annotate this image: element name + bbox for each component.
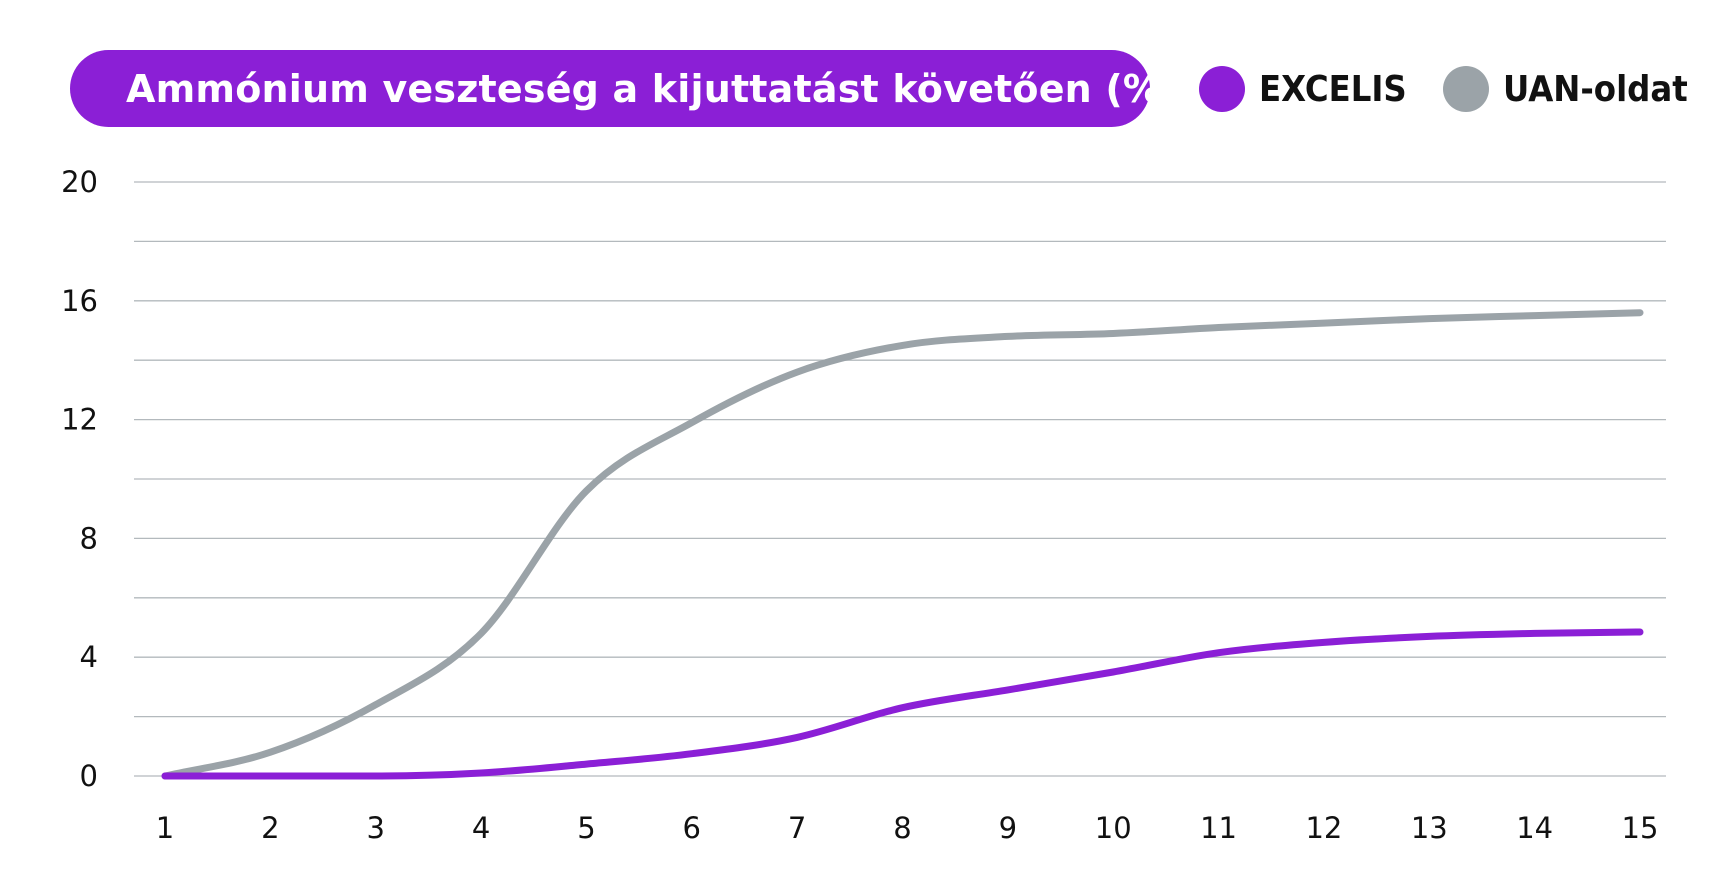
legend-item-excelis: EXCELIS: [1199, 62, 1407, 116]
legend-swatch-uan-oldat: [1443, 66, 1489, 112]
x-tick-label: 8: [893, 811, 911, 845]
series-line-excelis: [161, 628, 1644, 780]
chart-title: Ammónium veszteség a kijuttatást követőe…: [126, 66, 1179, 111]
grid-lines: [134, 181, 1666, 777]
x-tick-label: 5: [577, 811, 595, 845]
x-tick-label: 9: [999, 811, 1017, 845]
x-tick-label: 15: [1622, 811, 1659, 845]
series-line-uan-oldat: [161, 309, 1644, 780]
x-tick-label: 7: [788, 811, 806, 845]
x-tick-label: 13: [1411, 811, 1448, 845]
y-tick-label: 20: [61, 165, 98, 199]
x-tick-label: 3: [366, 811, 384, 845]
x-tick-label: 4: [472, 811, 490, 845]
x-tick-label: 10: [1095, 811, 1132, 845]
legend-label-excelis: EXCELIS: [1259, 68, 1407, 110]
series-lines: [161, 309, 1644, 780]
y-tick-label: 4: [80, 640, 98, 674]
y-tick-label: 16: [61, 284, 98, 318]
legend-item-uan-oldat: UAN-oldat: [1443, 62, 1688, 116]
x-axis-tick-labels: 1 2 3 4 5 6 7 8 9 10 11 12 13 14 15: [156, 811, 1659, 845]
x-tick-label: 1: [156, 811, 174, 845]
y-axis-tick-labels: 0 4 8 12 16 20: [61, 165, 98, 793]
x-tick-label: 12: [1305, 811, 1342, 845]
y-tick-label: 12: [61, 403, 98, 437]
x-tick-label: 11: [1200, 811, 1237, 845]
x-tick-label: 2: [261, 811, 279, 845]
x-tick-label: 14: [1516, 811, 1553, 845]
legend-swatch-excelis: [1199, 66, 1245, 112]
chart-title-pill: Ammónium veszteség a kijuttatást követőe…: [70, 50, 1179, 127]
y-tick-label: 0: [80, 759, 98, 793]
x-tick-label: 6: [683, 811, 701, 845]
legend-label-uan-oldat: UAN-oldat: [1503, 68, 1688, 110]
y-tick-label: 8: [80, 521, 98, 555]
